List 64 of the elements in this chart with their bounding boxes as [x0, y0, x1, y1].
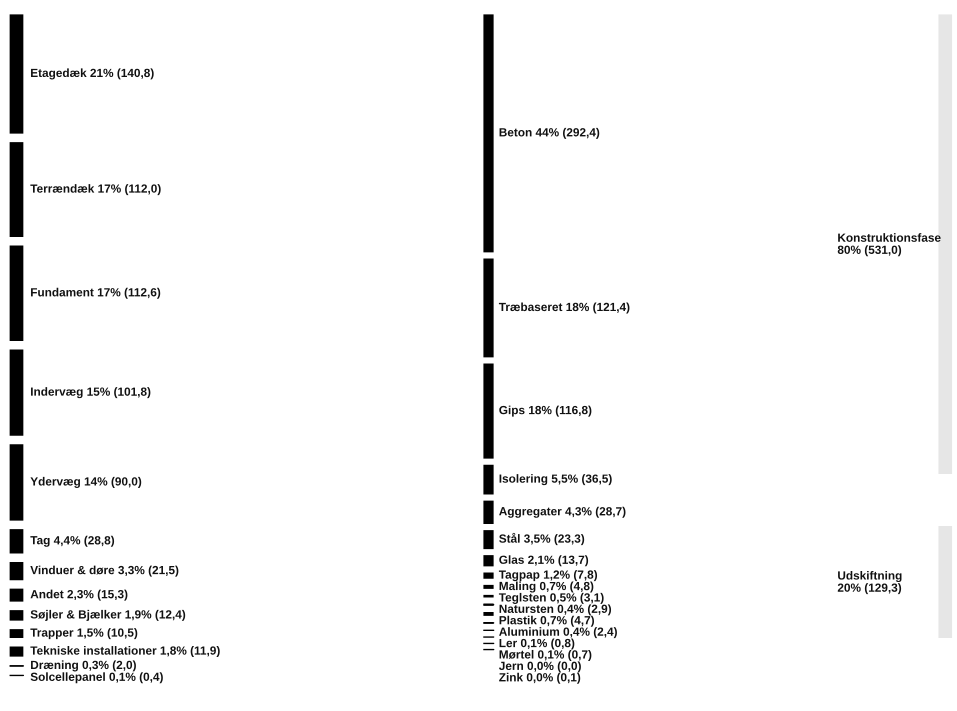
category-label: Vinduer & døre — [30, 566, 114, 574]
category-label: Andet — [30, 590, 64, 598]
category-label: Zink — [499, 672, 524, 682]
category-label: Dræning — [31, 660, 78, 672]
data-label: 4,3% (28,7) — [565, 506, 626, 518]
data-label: 0,4% (2,4) — [564, 627, 617, 638]
data-label: 18% (121,4) — [566, 302, 630, 314]
data-label: 17% (112,6) — [98, 288, 160, 299]
data-label: 0,3% (2,0) — [82, 660, 136, 672]
data-label: 0,5% (3,1) — [550, 592, 604, 604]
data-label: 20% (129,3) — [838, 583, 902, 594]
data-label: 14% (90,0) — [84, 476, 142, 488]
data-label: 1,5% (10,5) — [78, 628, 138, 640]
category-label: Jern — [498, 662, 523, 670]
category-label: Solcellepanel — [30, 672, 105, 684]
data-label: 2,3% (15,3) — [67, 590, 128, 601]
category-label: Ydervæg — [30, 476, 80, 488]
category-label: Glas — [499, 555, 524, 564]
data-label: 1,9% (12,4) — [125, 610, 186, 621]
category-label: Stål — [499, 532, 520, 543]
data-label: 15% (101,8) — [87, 387, 150, 398]
category-label: Aggregater — [499, 507, 562, 518]
data-label: 0,1% (0,8) — [520, 638, 574, 650]
data-label: 5,5% (36,5) — [552, 474, 612, 486]
data-label: 0,1% (0,7) — [538, 650, 592, 661]
data-label: 0,1% (0,4) — [109, 672, 163, 684]
category-label: Gips — [499, 406, 525, 417]
data-label: 21% (140,8) — [90, 68, 154, 80]
data-label: 17% (112,0) — [98, 184, 161, 196]
category-label: Aluminium — [499, 627, 560, 636]
category-label: Tagpap — [498, 570, 540, 582]
category-label: Mørtel — [500, 650, 534, 659]
data-label: 3,3% (21,5) — [118, 566, 178, 577]
category-label: Indervæg — [31, 387, 83, 398]
data-label: 0,0% (0,1) — [526, 672, 580, 684]
category-label: Terrændæk — [30, 184, 94, 193]
category-label: Ler — [500, 638, 517, 648]
category-label: Isolering — [500, 474, 548, 486]
category-label: Plastik — [500, 616, 537, 624]
data-label: 0,0% (0,0) — [527, 661, 581, 672]
data-label: 80% (531,0) — [838, 245, 902, 256]
category-label: Beton — [500, 128, 532, 136]
data-label: 4,4% (28,8) — [54, 536, 114, 547]
data-label: 44% (292,4) — [536, 128, 600, 139]
data-label: 0,7% (4,8) — [540, 582, 594, 593]
category-label: Udskiftning — [838, 571, 902, 582]
data-label: 0,4% (2,9) — [558, 604, 612, 616]
category-label: Trapper — [30, 628, 74, 640]
category-label: Tekniske installationer — [30, 646, 156, 655]
category-label: Natursten — [500, 604, 554, 614]
category-label: Konstruktionsfase — [838, 233, 941, 242]
data-label: 3,5% (23,3) — [524, 534, 584, 546]
data-label: 18% (116,8) — [529, 406, 592, 417]
data-label: 1,2% (7,8) — [544, 570, 598, 582]
category-label: Tag — [30, 536, 50, 547]
data-label: 0,7% (4,7) — [540, 616, 594, 627]
data-label: 1,8% (11,9) — [160, 646, 220, 658]
category-label: Etagedæk — [31, 68, 87, 80]
category-label: Søjler & Bjælker — [30, 610, 122, 621]
data-label: 2,1% (13,7) — [528, 555, 588, 566]
category-label: Træbaseret — [498, 302, 562, 312]
category-label: Teglsten — [498, 592, 546, 604]
category-label: Maling — [500, 582, 536, 593]
category-label: Fundament — [31, 288, 94, 296]
